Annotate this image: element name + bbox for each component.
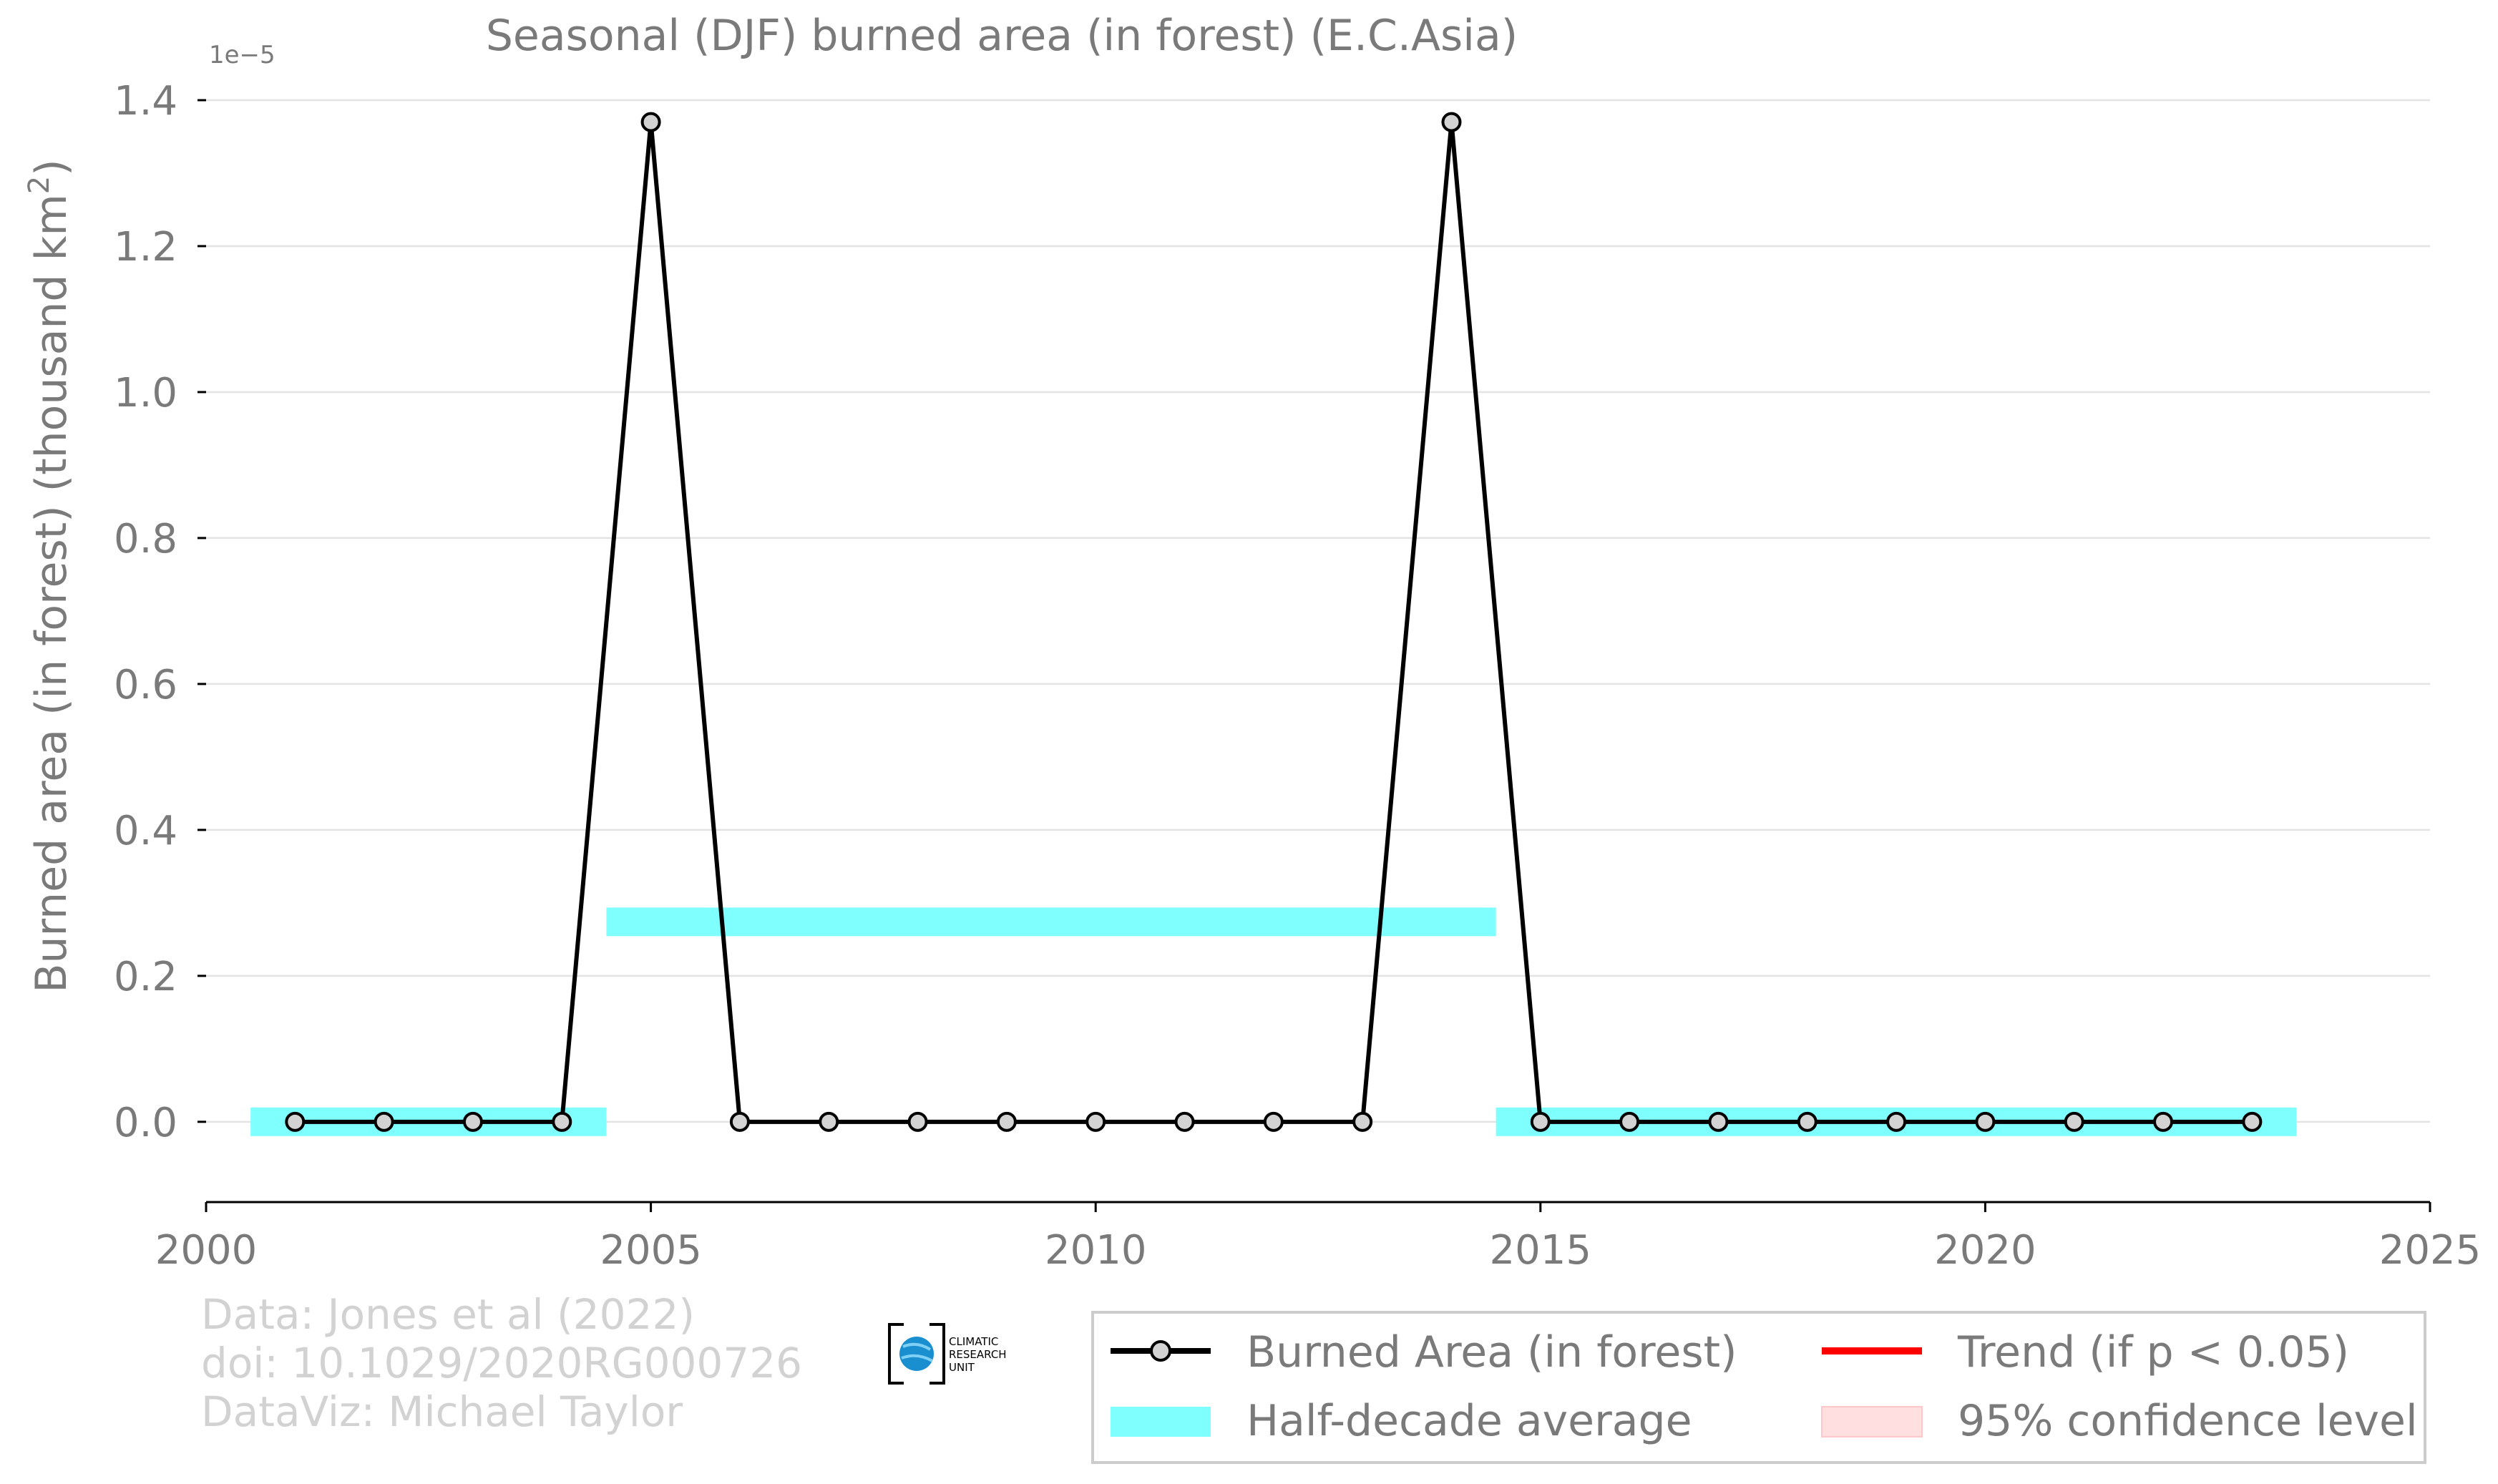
legend-marker-burned-area xyxy=(1150,1340,1171,1362)
burned-area-line xyxy=(295,122,2253,1124)
data-point xyxy=(2153,1111,2174,1132)
data-point xyxy=(1886,1111,1907,1132)
x-tick-label: 2015 xyxy=(1490,1227,1592,1274)
x-tick-label: 2000 xyxy=(155,1227,258,1274)
logo-line-3: UNIT xyxy=(949,1361,975,1374)
data-point xyxy=(1352,1111,1373,1132)
data-point xyxy=(2064,1111,2084,1132)
x-tick-label: 2010 xyxy=(1045,1227,1147,1274)
legend-frame xyxy=(1091,1311,2426,1464)
half-decade-average-bands xyxy=(250,907,2297,1136)
y-offset-label: 1e−5 xyxy=(209,41,275,69)
legend-label-burned-area: Burned Area (in forest) xyxy=(1246,1327,1737,1377)
legend: Burned Area (in forest) Trend (if p < 0.… xyxy=(1091,1311,2426,1464)
data-point xyxy=(1797,1111,1818,1132)
logo-line-1: CLIMATIC xyxy=(949,1335,998,1348)
legend-label-half-decade: Half-decade average xyxy=(1246,1396,1692,1446)
data-point xyxy=(374,1111,394,1132)
data-point xyxy=(552,1111,572,1132)
chart-title: Seasonal (DJF) burned area (in forest) (… xyxy=(486,11,1518,61)
y-tick-label: 0.6 xyxy=(114,662,177,708)
data-point xyxy=(462,1111,483,1132)
logo-line-2: RESEARCH xyxy=(949,1348,1007,1361)
y-tick-label: 0.8 xyxy=(114,516,177,562)
data-point xyxy=(819,1111,839,1132)
globe-icon xyxy=(899,1337,934,1371)
x-tick-label: 2005 xyxy=(600,1227,702,1274)
y-axis-label-close: ) xyxy=(26,159,77,175)
legend-label-confidence: 95% confidence level xyxy=(1958,1396,2418,1446)
data-point xyxy=(2242,1111,2263,1132)
data-point xyxy=(1619,1111,1640,1132)
data-point xyxy=(907,1111,928,1132)
data-point xyxy=(1263,1111,1284,1132)
data-point xyxy=(996,1111,1017,1132)
axes: 0.0 0.2 0.4 0.6 0.8 1.0 1.2 1.4 2000 2005 2010 2015… xyxy=(114,78,2481,1274)
y-tick-label: 0.2 xyxy=(114,954,177,1000)
data-point xyxy=(1708,1111,1729,1132)
x-tick-label: 2020 xyxy=(1934,1227,2036,1274)
y-tick-label: 0.0 xyxy=(114,1100,177,1146)
data-point xyxy=(1085,1111,1106,1132)
y-tick-label: 1.4 xyxy=(114,78,177,125)
data-point xyxy=(729,1111,750,1132)
y-axis-label: Burned area (in forest) (thousand km2) xyxy=(23,159,77,992)
x-tick-label: 2025 xyxy=(2379,1227,2482,1274)
y-tick-label: 0.4 xyxy=(114,808,177,854)
y-axis-label-superscript: 2 xyxy=(23,176,56,194)
credits: Data: Jones et al (2022) doi: 10.1029/20… xyxy=(201,1290,802,1436)
data-point xyxy=(1441,112,1462,132)
y-axis-label-main: Burned area (in forest) (thousand km xyxy=(26,194,77,992)
legend-swatch-confidence xyxy=(1821,1406,1923,1437)
series-layer xyxy=(285,112,2263,1132)
data-point xyxy=(1530,1111,1551,1132)
y-tick-label: 1.0 xyxy=(114,370,177,416)
legend-swatch-half-decade xyxy=(1111,1407,1211,1437)
half-decade-band xyxy=(606,907,1496,937)
credit-doi: doi: 10.1029/2020RG000726 xyxy=(201,1339,802,1387)
data-point xyxy=(1975,1111,1996,1132)
data-point xyxy=(285,1111,306,1132)
cru-logo: CLIMATIC RESEARCH UNIT xyxy=(888,1323,1007,1385)
credit-data: Data: Jones et al (2022) xyxy=(201,1290,695,1339)
y-tick-label: 1.2 xyxy=(114,224,177,270)
legend-label-trend: Trend (if p < 0.05) xyxy=(1957,1327,2349,1377)
data-point xyxy=(1174,1111,1195,1132)
credit-dataviz: DataViz: Michael Taylor xyxy=(201,1387,683,1436)
gridlines xyxy=(206,99,2430,1123)
data-point xyxy=(640,112,661,132)
